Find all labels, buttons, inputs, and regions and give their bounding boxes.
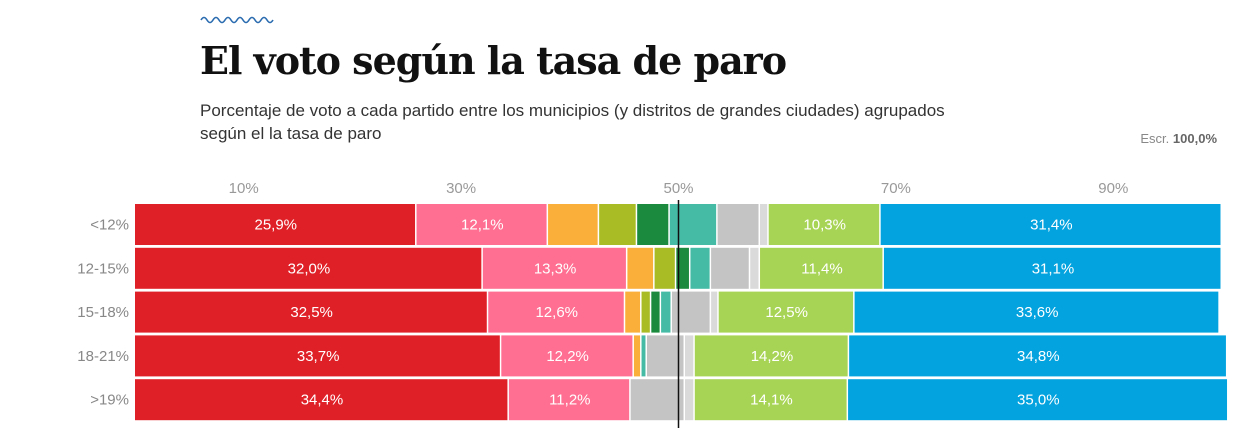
bar-segment [641, 291, 650, 333]
bar-segment [671, 291, 710, 333]
bar-segment [488, 291, 624, 333]
x-tick-label: 10% [229, 180, 259, 197]
bar-segment [654, 247, 675, 289]
bar-segment [849, 335, 1226, 377]
data-label: 13,3% [534, 260, 577, 277]
data-label: 12,6% [535, 304, 578, 321]
data-label: 34,8% [1017, 348, 1060, 365]
data-label: 14,2% [751, 348, 794, 365]
bar-segment [135, 204, 416, 245]
bar-segment [711, 247, 749, 289]
bar-segment [883, 247, 1221, 289]
data-label: 12,5% [765, 304, 808, 321]
bar-segment [630, 379, 684, 421]
bar-segment [669, 204, 717, 245]
bar-segment [854, 291, 1219, 333]
bar-segment [633, 335, 641, 377]
wave-decoration-icon [200, 16, 274, 24]
bar-segment [717, 204, 759, 245]
bar-segment [750, 247, 759, 289]
bar-segment [651, 291, 660, 333]
bar-segment [135, 247, 482, 289]
data-label: 12,1% [461, 217, 504, 234]
bar-segment [711, 291, 718, 333]
bar-segment [848, 379, 1228, 421]
x-tick-label: 90% [1098, 180, 1128, 197]
data-label: 31,1% [1032, 260, 1075, 277]
bar-segment [676, 247, 689, 289]
bar-segment [135, 291, 487, 333]
data-label: 14,1% [750, 392, 793, 409]
scrutiny-indicator: Escr. 100,0% [1140, 131, 1217, 146]
data-label: 33,6% [1016, 304, 1059, 321]
bar-segment [501, 335, 633, 377]
data-label: 32,5% [290, 304, 333, 321]
page-subtitle: Porcentaje de voto a cada partido entre … [200, 101, 945, 143]
category-label: <12% [90, 217, 129, 234]
x-tick-label: 30% [446, 180, 476, 197]
bar-segment [625, 291, 641, 333]
bar-segment [694, 335, 848, 377]
bar-segment [641, 335, 646, 377]
bar-segment [135, 335, 500, 377]
bar-segment [627, 247, 654, 289]
scrutiny-label: Escr. [1140, 131, 1170, 146]
scrutiny-value: 100,0% [1172, 131, 1217, 146]
bar-segment [685, 379, 694, 421]
bar-segment [768, 204, 880, 245]
bar-segment [718, 291, 854, 333]
bar-segment [646, 335, 684, 377]
data-label: 35,0% [1017, 392, 1060, 409]
data-label: 10,3% [803, 217, 846, 234]
bar-segment [637, 204, 669, 245]
bar-segment [548, 204, 598, 245]
bar-segment [760, 204, 768, 245]
bar-segment [685, 335, 694, 377]
bar-segment [135, 379, 508, 421]
bar-segment [508, 379, 630, 421]
category-label: 18-21% [77, 348, 129, 365]
data-label: 31,4% [1030, 217, 1073, 234]
data-label: 25,9% [254, 217, 297, 234]
bar-segment [661, 291, 671, 333]
data-label: 11,4% [801, 260, 842, 277]
bar-segment [760, 247, 883, 289]
data-label: 11,2% [549, 392, 590, 409]
bar-segment [416, 204, 547, 245]
x-tick-label: 70% [881, 180, 911, 197]
category-label: >19% [90, 392, 129, 409]
bar-segment [599, 204, 636, 245]
data-label: 12,2% [546, 348, 589, 365]
bar-segment [694, 379, 847, 421]
page-title: El voto según la tasa de paro [200, 38, 787, 83]
bar-segment [880, 204, 1221, 245]
data-label: 33,7% [297, 348, 340, 365]
data-label: 32,0% [288, 260, 331, 277]
x-tick-label: 50% [663, 180, 693, 197]
bar-segment [690, 247, 710, 289]
category-label: 15-18% [77, 304, 129, 321]
bar-segment [482, 247, 626, 289]
category-label: 12-15% [77, 260, 129, 277]
data-label: 34,4% [301, 392, 344, 409]
